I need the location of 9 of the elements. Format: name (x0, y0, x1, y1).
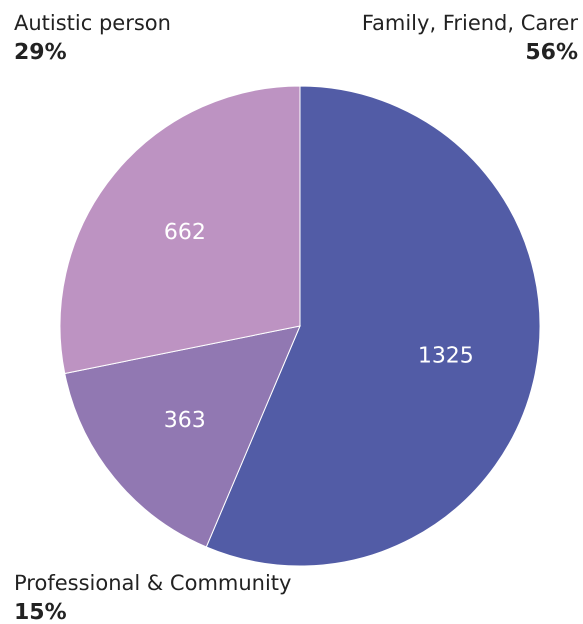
slice-label: Autistic person (14, 11, 171, 35)
slice-label: Family, Friend, Carer (362, 11, 578, 35)
slice-label: Professional & Community (14, 571, 292, 595)
text: 56% (525, 40, 578, 65)
text: 29% (14, 40, 67, 65)
data-label: 662 (164, 220, 206, 245)
data-label: 1325 (418, 344, 474, 369)
data-label: 363 (164, 408, 206, 434)
text: 15% (14, 600, 67, 624)
